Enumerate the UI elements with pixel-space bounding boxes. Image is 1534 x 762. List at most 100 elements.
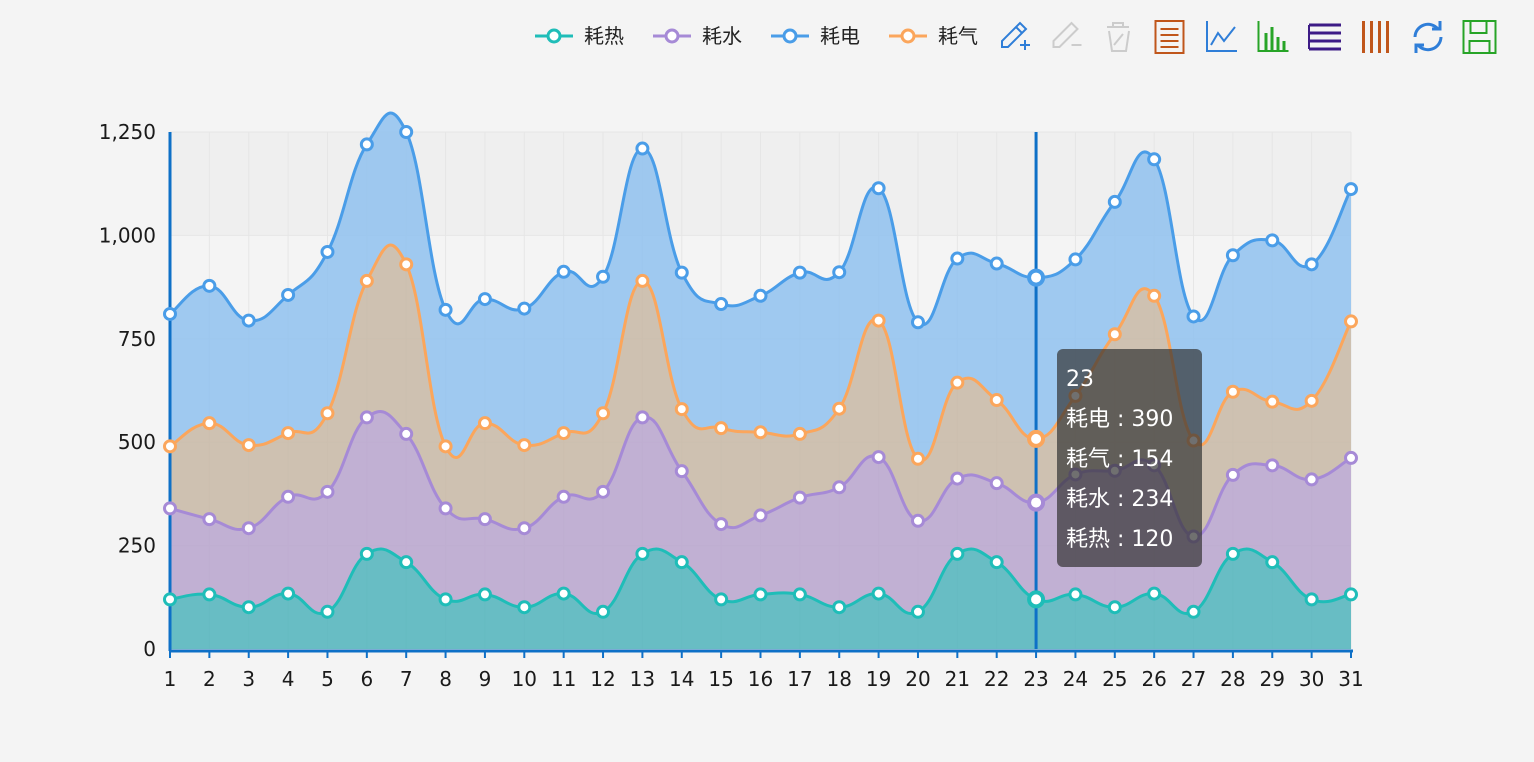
data-point[interactable]	[320, 244, 335, 259]
data-point[interactable]	[832, 600, 847, 615]
data-point[interactable]	[359, 137, 374, 152]
data-point[interactable]	[241, 600, 256, 615]
data-point[interactable]	[517, 438, 532, 453]
data-point[interactable]	[1107, 194, 1122, 209]
data-point[interactable]	[1225, 248, 1240, 263]
data-point[interactable]	[477, 416, 492, 431]
data-point[interactable]	[1304, 472, 1319, 487]
data-point[interactable]	[241, 521, 256, 536]
restore-icon[interactable]	[1410, 19, 1446, 55]
data-point[interactable]	[1225, 384, 1240, 399]
data-point[interactable]	[1225, 467, 1240, 482]
data-point[interactable]	[477, 292, 492, 307]
data-point[interactable]	[202, 278, 217, 293]
data-point[interactable]	[241, 438, 256, 453]
data-point[interactable]	[1147, 586, 1162, 601]
data-point[interactable]	[517, 301, 532, 316]
data-point[interactable]	[399, 257, 414, 272]
data-point[interactable]	[753, 508, 768, 523]
data-point[interactable]	[714, 297, 729, 312]
data-point[interactable]	[1344, 182, 1358, 197]
data-point[interactable]	[1225, 546, 1240, 561]
data-point[interactable]	[792, 587, 807, 602]
data-point[interactable]	[1304, 393, 1319, 408]
data-point[interactable]	[950, 251, 965, 266]
data-point[interactable]	[556, 586, 571, 601]
legend-item-耗热[interactable]: 耗热	[535, 24, 624, 48]
data-point[interactable]	[1147, 288, 1162, 303]
data-point[interactable]	[674, 555, 689, 570]
data-point[interactable]	[399, 426, 414, 441]
data-point[interactable]	[281, 287, 296, 302]
data-point[interactable]	[950, 375, 965, 390]
data-point[interactable]	[871, 181, 886, 196]
data-point[interactable]	[163, 306, 177, 321]
data-point[interactable]	[910, 315, 925, 330]
data-point[interactable]	[871, 450, 886, 465]
data-point[interactable]	[556, 489, 571, 504]
data-point[interactable]	[792, 265, 807, 280]
data-point[interactable]	[556, 426, 571, 441]
data-point[interactable]	[1265, 555, 1280, 570]
data-point[interactable]	[556, 264, 571, 279]
data-point[interactable]	[989, 476, 1004, 491]
bar-chart-icon[interactable]	[1256, 19, 1292, 55]
legend-item-耗气[interactable]: 耗气	[889, 24, 978, 48]
data-point[interactable]	[596, 269, 611, 284]
data-point[interactable]	[1027, 590, 1046, 609]
area-zoom-icon[interactable]	[998, 19, 1034, 55]
data-point[interactable]	[753, 587, 768, 602]
data-point[interactable]	[753, 288, 768, 303]
data-point[interactable]	[1027, 429, 1046, 448]
data-point[interactable]	[792, 490, 807, 505]
data-point[interactable]	[989, 393, 1004, 408]
data-point[interactable]	[1027, 493, 1046, 512]
data-point[interactable]	[1344, 314, 1358, 329]
data-point[interactable]	[1027, 268, 1046, 287]
data-point[interactable]	[1304, 592, 1319, 607]
line-chart-icon[interactable]	[1204, 19, 1240, 55]
data-point[interactable]	[438, 302, 453, 317]
data-point[interactable]	[163, 501, 177, 516]
data-point[interactable]	[1068, 252, 1083, 267]
data-point[interactable]	[871, 586, 886, 601]
data-point[interactable]	[1344, 450, 1358, 465]
data-point[interactable]	[1265, 233, 1280, 248]
data-point[interactable]	[241, 313, 256, 328]
data-point[interactable]	[1304, 257, 1319, 272]
data-point[interactable]	[202, 587, 217, 602]
data-point[interactable]	[989, 256, 1004, 271]
data-point[interactable]	[910, 513, 925, 528]
data-point[interactable]	[320, 484, 335, 499]
data-point[interactable]	[1186, 604, 1201, 619]
data-point[interactable]	[1265, 394, 1280, 409]
data-point[interactable]	[910, 604, 925, 619]
data-point[interactable]	[1068, 587, 1083, 602]
zoom-reset-icon[interactable]	[1050, 19, 1086, 55]
data-point[interactable]	[281, 489, 296, 504]
data-point[interactable]	[399, 125, 414, 139]
tiled-icon[interactable]	[1359, 19, 1395, 55]
data-point[interactable]	[871, 313, 886, 328]
legend[interactable]: 耗热 耗水 耗电 耗气	[535, 24, 978, 48]
data-point[interactable]	[674, 402, 689, 417]
data-point[interactable]	[163, 592, 177, 607]
data-point[interactable]	[1147, 152, 1162, 167]
data-point[interactable]	[320, 604, 335, 619]
data-point[interactable]	[714, 592, 729, 607]
data-point[interactable]	[1107, 327, 1122, 342]
data-point[interactable]	[1344, 587, 1358, 602]
data-point[interactable]	[635, 410, 650, 425]
data-point[interactable]	[950, 546, 965, 561]
data-point[interactable]	[1186, 309, 1201, 324]
data-point[interactable]	[832, 401, 847, 416]
data-point[interactable]	[714, 421, 729, 436]
data-point[interactable]	[596, 604, 611, 619]
data-point[interactable]	[281, 426, 296, 441]
data-point[interactable]	[477, 512, 492, 527]
data-point[interactable]	[714, 517, 729, 532]
legend-item-耗电[interactable]: 耗电	[771, 24, 860, 48]
data-point[interactable]	[989, 555, 1004, 570]
data-point[interactable]	[832, 265, 847, 280]
clear-icon[interactable]	[1101, 19, 1137, 55]
